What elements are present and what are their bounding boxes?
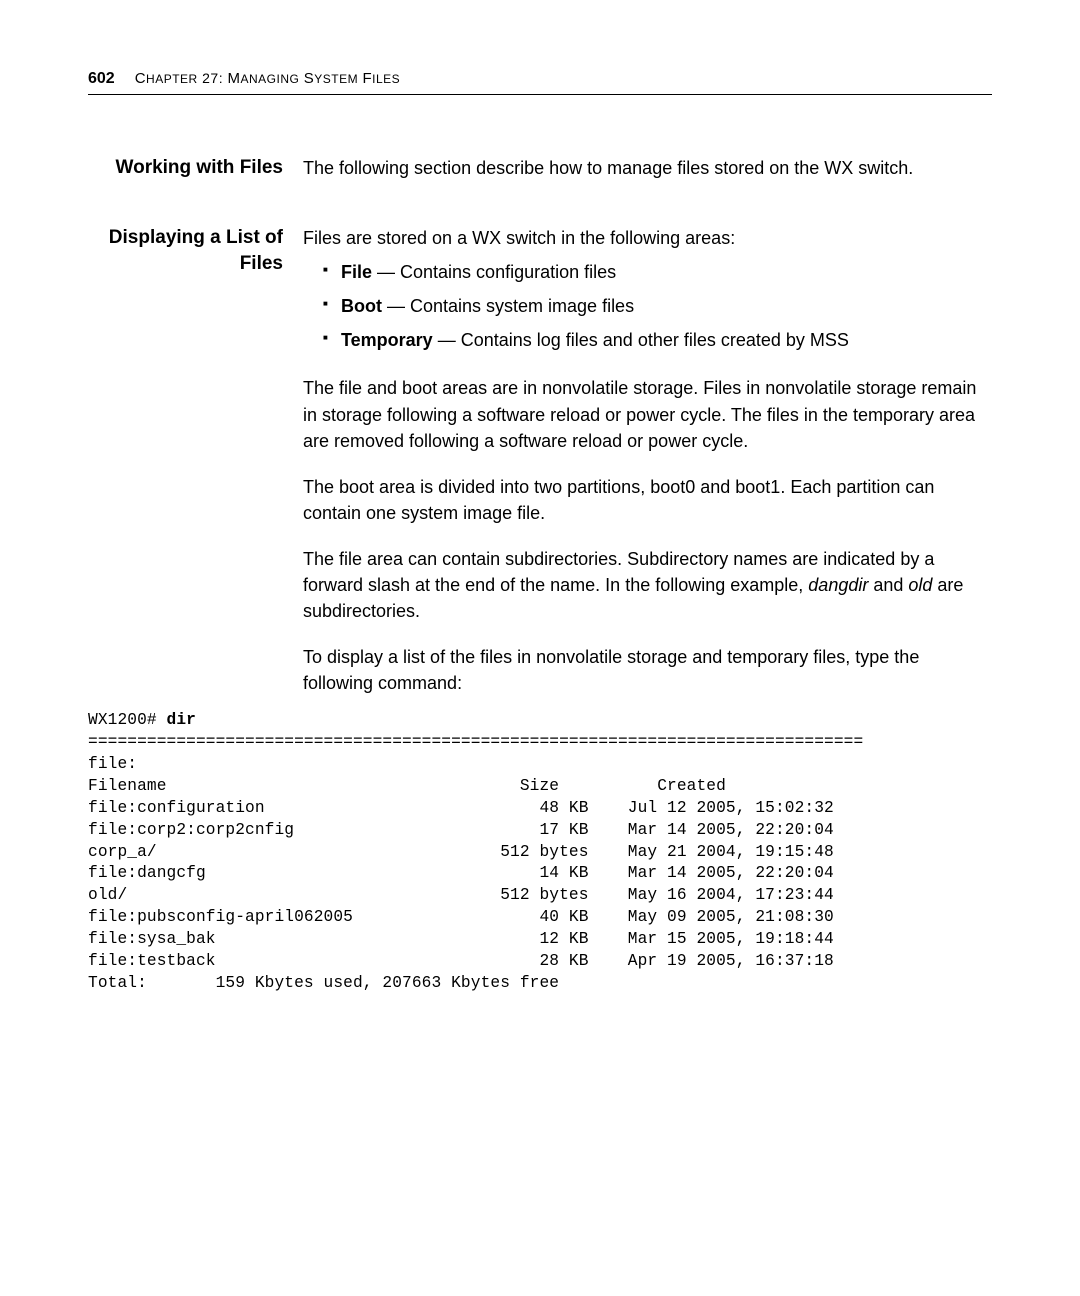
paragraph: Files are stored on a WX switch in the f… [303,225,992,251]
section-body: The following section describe how to ma… [303,155,992,201]
paragraph: To display a list of the files in nonvol… [303,644,992,696]
cli-output: WX1200# dir ============================… [88,710,992,994]
list-item: Boot — Contains system image files [323,293,992,319]
paragraph: The file and boot areas are in nonvolati… [303,375,992,453]
paragraph: The following section describe how to ma… [303,155,992,181]
section-body: Files are stored on a WX switch in the f… [303,225,992,704]
paragraph: The file area can contain subdirectories… [303,546,992,624]
section-displaying-list: Displaying a List of Files Files are sto… [88,225,992,704]
chapter-title: CHAPTER 27: MANAGING SYSTEM FILES [135,70,400,87]
list-item: Temporary — Contains log files and other… [323,327,992,353]
bullet-list: File — Contains configuration files Boot… [303,259,992,353]
list-item: File — Contains configuration files [323,259,992,285]
section-title: Displaying a List of Files [88,225,303,276]
header-rule [88,94,992,95]
page-header: 602 CHAPTER 27: MANAGING SYSTEM FILES [88,70,992,88]
section-title: Working with Files [88,155,303,181]
paragraph: The boot area is divided into two partit… [303,474,992,526]
page-number: 602 [88,70,115,88]
section-working-with-files: Working with Files The following section… [88,155,992,201]
